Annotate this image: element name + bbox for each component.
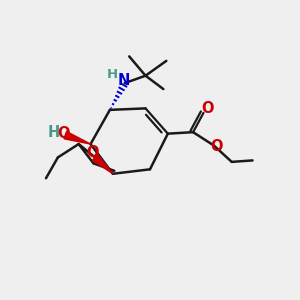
Text: O: O <box>201 101 213 116</box>
Polygon shape <box>64 131 91 144</box>
Text: H: H <box>48 125 60 140</box>
Text: H: H <box>107 68 118 81</box>
Text: O: O <box>86 145 98 160</box>
Text: O: O <box>57 126 70 141</box>
Text: N: N <box>118 73 130 88</box>
Polygon shape <box>92 154 113 174</box>
Text: O: O <box>211 139 223 154</box>
